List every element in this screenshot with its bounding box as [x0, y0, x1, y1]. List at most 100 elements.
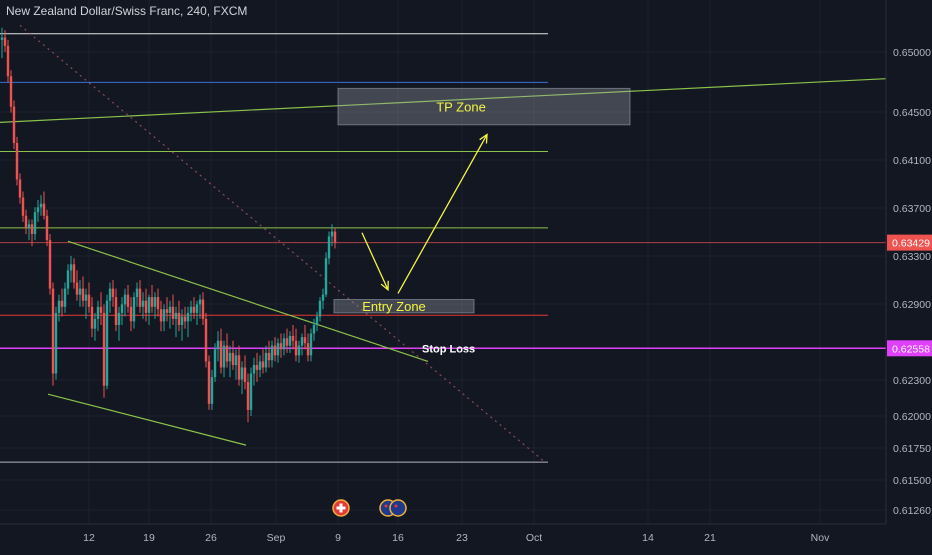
candle-body-21 [63, 288, 67, 307]
candle-body-48 [144, 300, 148, 313]
candle-body-54 [162, 309, 166, 322]
candle-body-43 [129, 306, 133, 322]
nz-star-icon [384, 504, 388, 508]
candle-body-13 [39, 203, 43, 208]
nz-flag-icon-2[interactable] [389, 499, 407, 517]
time-tick-14: 14 [642, 532, 654, 544]
price-tick-0.65000: 0.65000 [893, 47, 931, 59]
price-tags: 0.63429 0.62558 [887, 234, 932, 357]
candle-body-42 [126, 294, 130, 307]
candle-body-18 [54, 312, 58, 374]
chart-labels: Stop Loss [422, 343, 475, 355]
candle-body-29 [87, 294, 91, 307]
candle-body-4 [12, 106, 16, 143]
candle-body-39 [117, 312, 121, 325]
candle-body-38 [114, 297, 118, 325]
candle-body-3 [9, 76, 13, 107]
candle-body-24 [72, 264, 76, 283]
candle-body-55 [165, 309, 169, 313]
candle-body-46 [138, 288, 142, 307]
candle-body-104 [312, 325, 316, 334]
candle-body-17 [51, 288, 55, 374]
candle-body-5 [15, 143, 19, 180]
tp-zone-label: TP Zone [436, 100, 486, 115]
candle-body-74 [222, 345, 226, 368]
candle-body-97 [291, 335, 295, 341]
zones: TP Zone Entry Zone [333, 87, 631, 314]
trend-lines [0, 24, 887, 463]
candles [0, 27, 337, 423]
candle-body-65 [195, 304, 199, 313]
candle-body-12 [36, 207, 40, 213]
candle-body-69 [207, 361, 211, 404]
candle-body-36 [108, 288, 112, 301]
candle-body-49 [147, 297, 151, 313]
candle-body-63 [189, 306, 193, 313]
candle-body-68 [204, 318, 208, 362]
candle-body-107 [321, 294, 325, 301]
price-tick-0.64500: 0.64500 [893, 107, 931, 119]
candle-body-33 [99, 306, 103, 313]
candle-body-2 [6, 45, 10, 77]
projection-arrows [361, 133, 488, 294]
candle-body-56 [168, 306, 172, 313]
grid-lines [0, 0, 886, 524]
price-tick-0.61260: 0.61260 [893, 505, 931, 517]
price-tick-0.62000: 0.62000 [893, 411, 931, 423]
swiss-cross-h [336, 506, 346, 510]
candle-body-64 [192, 306, 196, 313]
candle-body-7 [21, 197, 25, 216]
candle-body-52 [156, 297, 160, 310]
candle-body-57 [171, 306, 175, 319]
arrow-up-head [479, 133, 488, 144]
candle-body-100 [300, 337, 304, 346]
candle-body-31 [93, 318, 97, 329]
price-tick-0.64100: 0.64100 [893, 155, 931, 167]
candle-body-75 [225, 345, 229, 362]
price-tick-0.61750: 0.61750 [893, 443, 931, 455]
time-axis[interactable]: 12 19 26 Sep 9 16 23 Oct 14 21 Nov [83, 532, 830, 544]
candle-body-108 [324, 258, 328, 295]
candle-body-98 [294, 340, 298, 356]
candle-body-83 [249, 373, 253, 410]
candle-body-82 [246, 382, 250, 410]
candle-body-109 [327, 236, 331, 259]
candle-body-60 [180, 316, 184, 325]
candle-body-87 [261, 361, 265, 368]
price-tick-0.63300: 0.63300 [893, 251, 931, 263]
candle-body-41 [123, 294, 127, 305]
entry-zone-label: Entry Zone [362, 299, 426, 314]
candle-body-51 [153, 297, 157, 307]
price-tick-0.63700: 0.63700 [893, 203, 931, 215]
candle-body-81 [243, 367, 247, 383]
candle-body-102 [306, 343, 310, 356]
candle-body-28 [84, 294, 88, 301]
candle-body-10 [30, 224, 34, 234]
stop-loss-price-tag-bg [887, 340, 932, 357]
candle-body-85 [255, 365, 259, 370]
candle-body-110 [330, 231, 334, 237]
candle-body-66 [198, 299, 202, 305]
time-tick-Oct: Oct [526, 532, 542, 544]
price-axis[interactable]: 0.65000 0.64500 0.64100 0.63700 0.63300 0.629… [893, 47, 931, 517]
price-tick-0.61500: 0.61500 [893, 475, 931, 487]
price-tick-0.62900: 0.62900 [893, 299, 931, 311]
candle-body-89 [267, 352, 271, 361]
candle-body-26 [78, 288, 82, 295]
candle-body-14 [42, 203, 46, 216]
candle-body-9 [27, 224, 31, 228]
event-markers [332, 499, 407, 517]
candle-body-58 [174, 312, 178, 319]
stop-loss-price-tag-label: 0.62558 [892, 343, 930, 355]
time-tick-21: 21 [704, 532, 716, 544]
candle-body-16 [48, 240, 52, 289]
candle-body-25 [75, 282, 79, 295]
current-price-tag-label: 0.63429 [892, 238, 930, 250]
candle-body-91 [273, 345, 277, 356]
candle-body-53 [159, 309, 163, 322]
candle-body-71 [213, 349, 217, 378]
candle-body-37 [111, 288, 115, 298]
candle-body-103 [309, 333, 313, 356]
